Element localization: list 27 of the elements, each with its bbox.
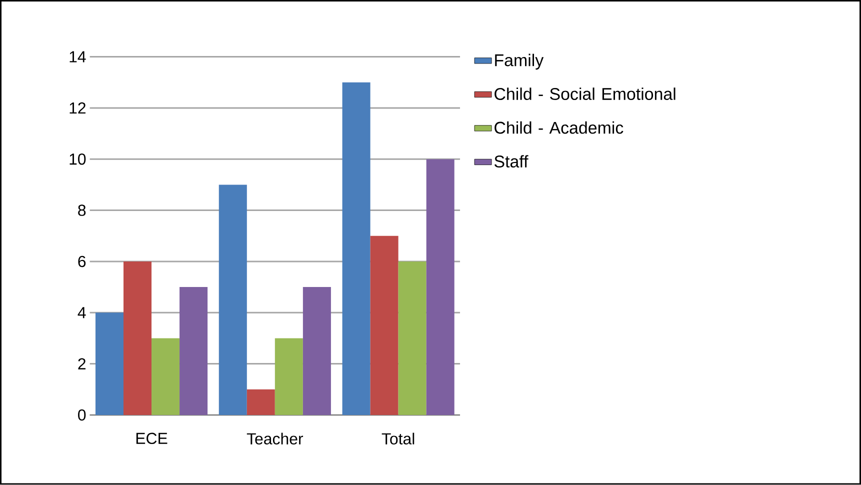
bar [302, 287, 331, 416]
x-tick-label: Total [382, 432, 414, 445]
bar [342, 82, 370, 416]
legend-label: Child - Academic [494, 121, 624, 134]
y-tick-label: 0 [78, 409, 86, 421]
bar [274, 338, 303, 416]
y-tick-label: 2 [78, 358, 86, 370]
bar [398, 262, 426, 416]
legend-label: Staff [494, 155, 528, 168]
y-tick-label: 14 [70, 51, 86, 62]
bar [124, 262, 152, 416]
bar [180, 287, 208, 416]
y-tick-label: 10 [70, 154, 86, 165]
bar [218, 184, 247, 416]
y-tick-label: 8 [78, 204, 86, 216]
y-tick-label: 4 [78, 307, 86, 318]
bar [370, 236, 398, 416]
bar [152, 338, 180, 416]
bar [95, 312, 124, 416]
x-tick-label: ECE [136, 432, 168, 444]
legend-label: Child - Social Emotional [494, 88, 676, 100]
y-tick-label: 12 [70, 102, 86, 114]
y-tick-label: 6 [78, 256, 86, 268]
x-tick-label: Teacher [246, 432, 304, 445]
bar [426, 159, 454, 416]
bar [246, 390, 275, 416]
legend-label: Family [495, 54, 544, 70]
